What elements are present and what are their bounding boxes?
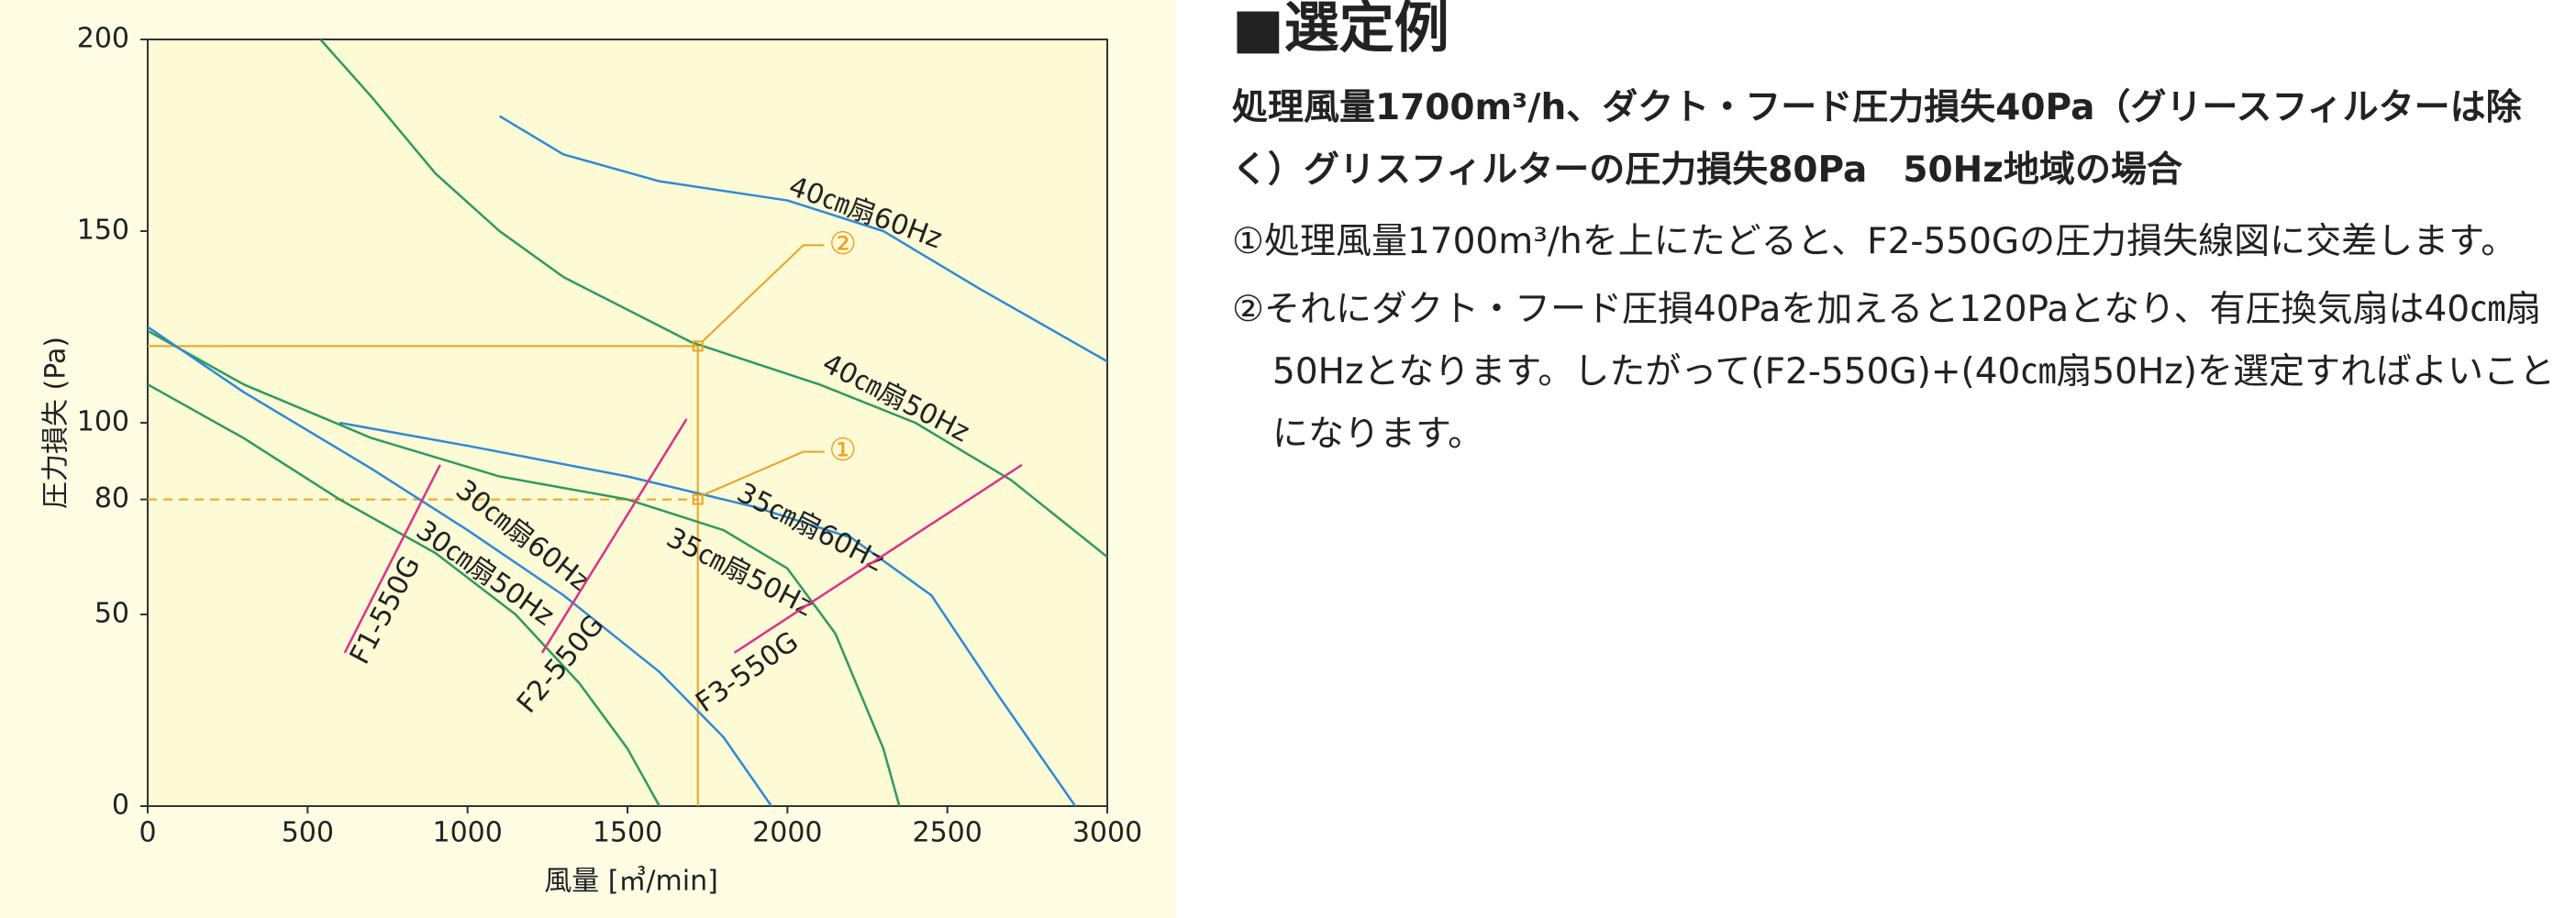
plot-area	[147, 39, 1108, 807]
y-tick-label: 100	[77, 406, 129, 438]
y-tick-label: 50	[94, 598, 129, 630]
chart: 風量 [㎥/min] 圧力損失 (Pa) 0 500 1000 1500 2000 250…	[0, 0, 1176, 918]
curve	[319, 39, 1107, 559]
y-axis-label: 圧力損失 (Pa)	[40, 337, 72, 509]
x-tick-label: 1000	[432, 817, 502, 849]
x-axis-label: 風量 [㎥/min]	[544, 866, 718, 898]
curve	[148, 326, 772, 806]
y-tick-label: 200	[77, 23, 129, 55]
y-tick-label: 0	[112, 790, 129, 822]
marker	[692, 340, 704, 352]
x-tick-label: 1500	[593, 817, 662, 849]
x-tick-label: 2500	[912, 817, 982, 849]
x-tick-label: 2000	[752, 817, 822, 849]
x-tick-label: 500	[282, 817, 334, 849]
text-panel: ■選定例 処理風量1700m³/h、ダクト・フード圧力損失40Pa（グリースフィ…	[1232, 0, 2571, 466]
curve	[148, 329, 901, 806]
curve	[498, 115, 1107, 363]
intro: 処理風量1700m³/h、ダクト・フード圧力損失40Pa（グリースフィルターは除…	[1232, 87, 2522, 191]
y-tick-label: 80	[94, 482, 129, 514]
heading: ■選定例	[1232, 0, 1449, 61]
leader	[701, 244, 825, 344]
x-tick-label: 3000	[1072, 817, 1142, 849]
annotation-label: ②	[828, 226, 856, 262]
marker	[692, 493, 704, 505]
curve	[343, 464, 441, 654]
step: ①処理風量1700m³/hを上にたどると、F2-550Gの圧力損失線図に交差しま…	[1232, 221, 2517, 262]
x-tick-label: 0	[139, 817, 156, 849]
leader	[701, 450, 825, 497]
curve	[733, 463, 1023, 654]
curve	[148, 383, 661, 806]
y-tick-label: 150	[77, 215, 129, 247]
curve	[540, 418, 688, 654]
annotation-label: ①	[828, 432, 856, 469]
curve	[339, 421, 1077, 806]
step: ②それにダクト・フード圧損40Paを加えると120Paとなり、有圧換気扇は40㎝…	[1232, 289, 2555, 455]
